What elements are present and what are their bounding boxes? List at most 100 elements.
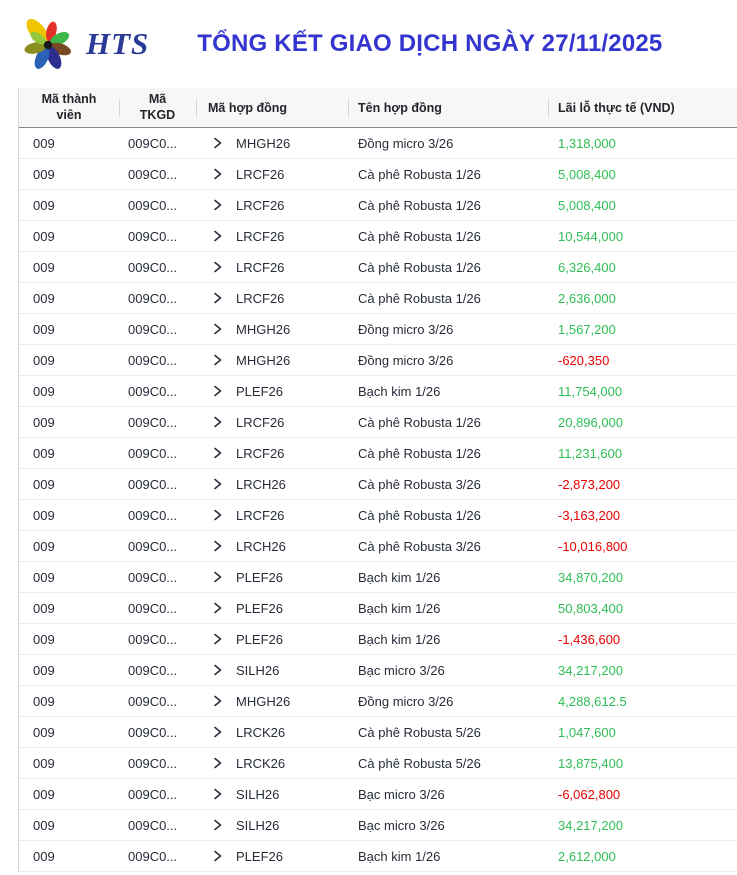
chevron-right-icon (212, 137, 223, 149)
pnl-value: 11,231,600 (558, 445, 623, 461)
chevron-right-icon (212, 261, 223, 273)
contract-code: MHGH26 (236, 352, 291, 368)
expand-row-button[interactable] (210, 136, 224, 150)
contract-code: SILH26 (236, 662, 280, 678)
expand-row-button[interactable] (210, 167, 224, 181)
chevron-right-icon (212, 354, 223, 366)
contract-name-cell: Bạc micro 3/26 (358, 817, 445, 833)
contract-code-cell: MHGH26 (196, 322, 348, 337)
table-row: 009 009C0... LRCF26 Cà phê Robusta 1/26 … (19, 190, 737, 221)
contract-code: LRCF26 (236, 166, 285, 182)
expand-row-button[interactable] (210, 539, 224, 553)
pnl-value: 4,288,612.5 (558, 693, 627, 709)
member-code-cell: 009 (33, 197, 55, 213)
member-code-cell: 009 (33, 321, 55, 337)
expand-row-button[interactable] (210, 818, 224, 832)
expand-row-button[interactable] (210, 694, 224, 708)
contract-code-cell: MHGH26 (196, 694, 348, 709)
expand-row-button[interactable] (210, 260, 224, 274)
table-row: 009 009C0... LRCF26 Cà phê Robusta 1/26 … (19, 407, 737, 438)
member-code-cell: 009 (33, 290, 55, 306)
contract-name-cell: Cà phê Robusta 3/26 (358, 476, 481, 492)
expand-row-button[interactable] (210, 384, 224, 398)
contract-name-cell: Bạch kim 1/26 (358, 569, 441, 585)
contract-code-cell: PLEF26 (196, 384, 348, 399)
contract-code-cell: LRCH26 (196, 477, 348, 492)
chevron-right-icon (212, 509, 223, 521)
table-row: 009 009C0... SILH26 Bạc micro 3/26 34,21… (19, 810, 737, 841)
expand-row-button[interactable] (210, 198, 224, 212)
contract-code-cell: LRCF26 (196, 508, 348, 523)
trading-account-cell: 009C0... (128, 755, 178, 771)
contract-name-cell: Bạch kim 1/26 (358, 848, 441, 864)
expand-row-button[interactable] (210, 756, 224, 770)
contract-code: LRCF26 (236, 259, 285, 275)
trading-account-cell: 009C0... (128, 569, 178, 585)
member-code-cell: 009 (33, 786, 55, 802)
pnl-value: 1,047,600 (558, 724, 616, 740)
contract-name-cell: Bạc micro 3/26 (358, 662, 445, 678)
expand-row-button[interactable] (210, 446, 224, 460)
chevron-right-icon (212, 850, 223, 862)
trading-account-cell: 009C0... (128, 197, 178, 213)
expand-row-button[interactable] (210, 291, 224, 305)
contract-code-cell: LRCF26 (196, 446, 348, 461)
trading-account-cell: 009C0... (128, 259, 178, 275)
member-code-cell: 009 (33, 166, 55, 182)
contract-name-cell: Cà phê Robusta 1/26 (358, 228, 481, 244)
table-row: 009 009C0... LRCK26 Cà phê Robusta 5/26 … (19, 748, 737, 779)
contract-code-cell: LRCF26 (196, 167, 348, 182)
expand-row-button[interactable] (210, 353, 224, 367)
pnl-value: 20,896,000 (558, 414, 624, 430)
pnl-value: 2,636,000 (558, 290, 616, 306)
contract-code: LRCF26 (236, 507, 285, 523)
expand-row-button[interactable] (210, 725, 224, 739)
contract-name-cell: Đồng micro 3/26 (358, 321, 454, 337)
contract-code-cell: SILH26 (196, 818, 348, 833)
table-header-row: Mã thành viên Mã TKGD Mã hợp đồng Tên hợ… (19, 88, 737, 128)
member-code-cell: 009 (33, 445, 55, 461)
expand-row-button[interactable] (210, 632, 224, 646)
table-row: 009 009C0... MHGH26 Đồng micro 3/26 -620… (19, 345, 737, 376)
expand-row-button[interactable] (210, 787, 224, 801)
trading-account-cell: 009C0... (128, 786, 178, 802)
chevron-right-icon (212, 633, 223, 645)
trading-account-cell: 009C0... (128, 166, 178, 182)
expand-row-button[interactable] (210, 322, 224, 336)
contract-code: PLEF26 (236, 600, 283, 616)
expand-row-button[interactable] (210, 849, 224, 863)
chevron-right-icon (212, 323, 223, 335)
table-body: 009 009C0... MHGH26 Đồng micro 3/26 1,31… (19, 128, 737, 872)
expand-row-button[interactable] (210, 229, 224, 243)
trading-account-cell: 009C0... (128, 538, 178, 554)
contract-code: LRCH26 (236, 476, 286, 492)
pnl-value: 13,875,400 (558, 755, 624, 771)
contract-code-cell: LRCH26 (196, 539, 348, 554)
expand-row-button[interactable] (210, 663, 224, 677)
trading-account-cell: 009C0... (128, 600, 178, 616)
chevron-right-icon (212, 664, 223, 676)
member-code-cell: 009 (33, 600, 55, 616)
table-row: 009 009C0... SILH26 Bạc micro 3/26 -6,06… (19, 779, 737, 810)
trading-account-cell: 009C0... (128, 290, 178, 306)
expand-row-button[interactable] (210, 415, 224, 429)
pnl-value: -620,350 (558, 352, 610, 368)
contract-name-cell: Bạch kim 1/26 (358, 383, 441, 399)
contract-name-cell: Cà phê Robusta 1/26 (358, 507, 481, 523)
pnl-value: 34,217,200 (558, 817, 624, 833)
contract-name-cell: Cà phê Robusta 1/26 (358, 259, 481, 275)
expand-row-button[interactable] (210, 601, 224, 615)
expand-row-button[interactable] (210, 508, 224, 522)
contract-name-cell: Cà phê Robusta 5/26 (358, 724, 481, 740)
member-code-cell: 009 (33, 228, 55, 244)
table-row: 009 009C0... MHGH26 Đồng micro 3/26 1,31… (19, 128, 737, 159)
trading-account-cell: 009C0... (128, 507, 178, 523)
member-code-cell: 009 (33, 755, 55, 771)
chevron-right-icon (212, 385, 223, 397)
expand-row-button[interactable] (210, 477, 224, 491)
trades-table: Mã thành viên Mã TKGD Mã hợp đồng Tên hợ… (18, 88, 737, 872)
expand-row-button[interactable] (210, 570, 224, 584)
contract-name-cell: Cà phê Robusta 1/26 (358, 290, 481, 306)
contract-code: SILH26 (236, 786, 280, 802)
flower-starburst-icon (20, 9, 76, 80)
